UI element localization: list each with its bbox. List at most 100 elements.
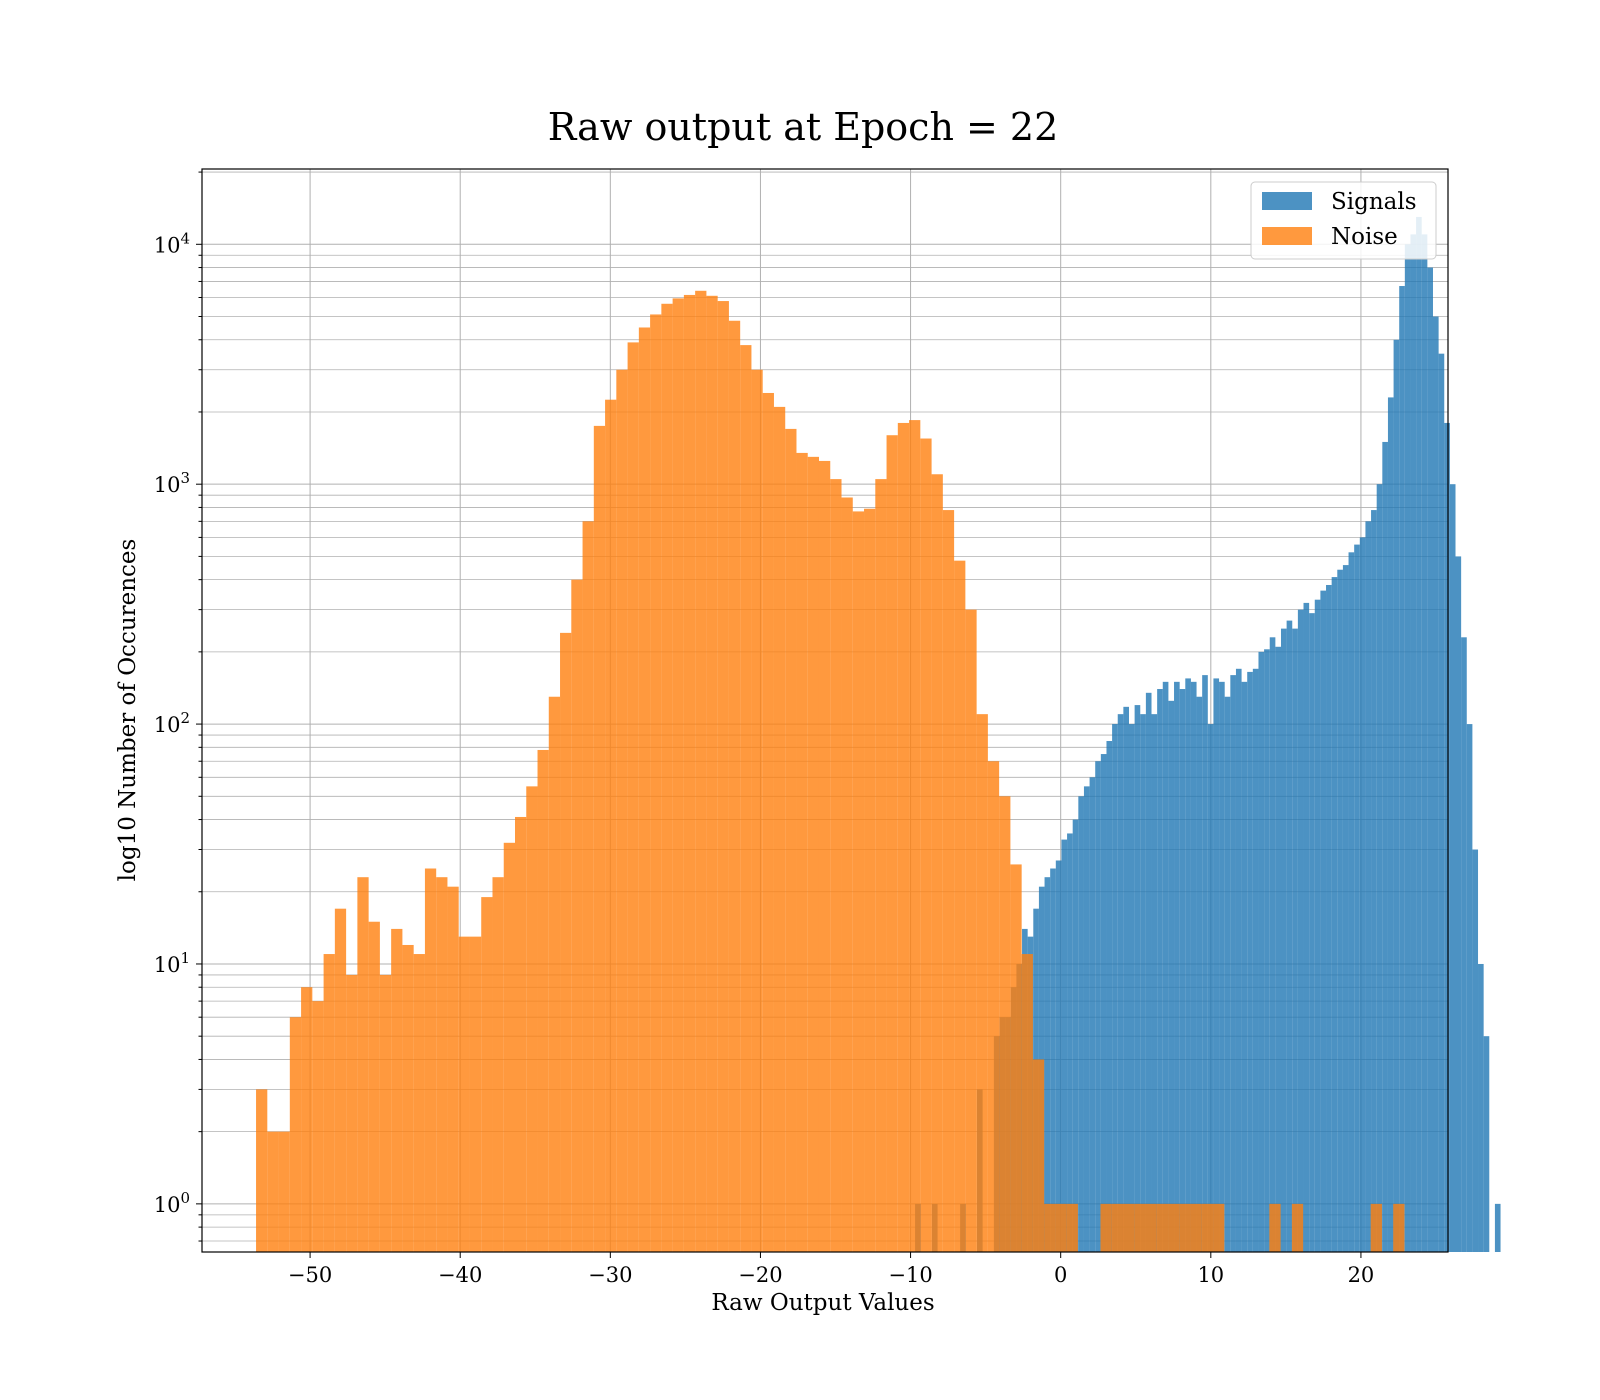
bar-noise <box>413 954 425 1252</box>
bar-noise <box>852 511 865 1252</box>
bar-noise <box>1100 1203 1112 1252</box>
bar-noise <box>256 1089 268 1252</box>
bar-signals <box>1478 963 1484 1252</box>
bar-noise <box>897 422 910 1252</box>
bar-signals <box>1303 602 1310 1252</box>
bar-noise <box>818 460 831 1252</box>
bar-noise <box>1190 1203 1202 1252</box>
y-axis-label: log10 Number of Occurences <box>115 539 141 882</box>
bar-signals <box>1286 620 1293 1252</box>
bar-noise <box>942 510 955 1252</box>
bar-noise <box>515 816 527 1252</box>
bar-signals <box>1258 651 1265 1252</box>
bar-noise <box>481 897 493 1252</box>
bar-signals <box>1449 484 1456 1252</box>
bar-noise <box>537 749 549 1252</box>
bar-signals <box>1055 860 1062 1252</box>
bar-noise <box>920 438 932 1252</box>
bar-noise <box>796 452 808 1252</box>
legend-swatch-noise <box>1262 227 1312 245</box>
bar-signals <box>1348 552 1355 1252</box>
bar-signals <box>1106 741 1113 1252</box>
bar-noise <box>695 290 707 1252</box>
bar-signals <box>1331 577 1338 1252</box>
bar-signals <box>1292 628 1298 1252</box>
bar-noise <box>976 714 988 1252</box>
bar-noise <box>469 936 482 1252</box>
bar-noise <box>1066 1203 1078 1252</box>
bar-signals <box>1421 234 1428 1253</box>
bar-noise <box>1213 1203 1225 1252</box>
bar-signals <box>1140 714 1146 1252</box>
legend-label-noise: Noise <box>1331 224 1398 250</box>
y-tick-label: 103 <box>154 469 190 497</box>
bar-signals <box>1224 696 1231 1252</box>
bar-noise <box>503 842 516 1252</box>
bar-noise <box>999 796 1011 1252</box>
bar-signals <box>1461 637 1467 1252</box>
bar-signals <box>1382 441 1388 1253</box>
bar-noise <box>334 908 347 1252</box>
bar-signals <box>1275 646 1281 1252</box>
bar-noise <box>1010 864 1022 1252</box>
bar-noise <box>909 420 921 1253</box>
bar-noise <box>841 497 853 1252</box>
bar-noise <box>447 886 459 1252</box>
bar-signals <box>1247 671 1253 1252</box>
bar-signals <box>1466 724 1473 1252</box>
bar-noise <box>1055 1203 1067 1252</box>
x-tick-label: −40 <box>438 1263 482 1287</box>
bar-noise <box>1179 1203 1191 1252</box>
bar-signals <box>1404 244 1411 1252</box>
bar-noise <box>627 342 639 1252</box>
y-axis-ticks: 100 101 102 103 104 <box>154 171 202 1242</box>
bar-signals <box>1202 675 1208 1252</box>
bar-noise <box>886 435 898 1253</box>
bar-signals <box>1399 286 1405 1252</box>
bar-noise <box>807 456 819 1253</box>
bar-noise <box>548 696 561 1252</box>
bar-noise <box>650 314 662 1253</box>
x-tick-label: −50 <box>288 1263 332 1287</box>
bar-noise <box>616 369 628 1252</box>
bar-noise <box>683 294 696 1252</box>
bar-noise <box>526 786 538 1252</box>
bar-signals <box>1061 839 1068 1252</box>
bar-signals <box>1117 714 1124 1252</box>
bar-signals <box>1432 316 1439 1252</box>
bar-signals <box>1128 724 1135 1252</box>
bar-signals <box>1089 777 1096 1252</box>
bar-noise <box>301 987 313 1252</box>
bar-noise <box>571 579 583 1252</box>
bar-signals <box>1342 565 1349 1252</box>
bar-noise <box>323 954 335 1252</box>
bar-signals <box>1444 422 1450 1252</box>
bar-noise <box>1032 1059 1045 1252</box>
bar-signals <box>1354 544 1360 1252</box>
bar-noise <box>1134 1203 1146 1252</box>
bar-signals <box>1179 689 1186 1252</box>
bar-noise <box>1122 1203 1135 1252</box>
plot-frame <box>201 168 1449 1253</box>
bar-noise <box>278 1131 290 1252</box>
x-axis-label: Raw Output Values <box>711 1290 934 1316</box>
bar-signals <box>1297 609 1304 1252</box>
bar-noise <box>954 560 966 1252</box>
bar-noise <box>661 303 673 1252</box>
bar-signals <box>1438 353 1445 1253</box>
bar-signals <box>1112 724 1118 1252</box>
bar-noise <box>492 877 504 1252</box>
legend: Signals Noise <box>1250 181 1437 260</box>
bar-noise <box>1291 1203 1304 1252</box>
bar-signals <box>1269 637 1276 1252</box>
bar-signals <box>1326 584 1332 1252</box>
legend-swatch-signals <box>1262 192 1312 210</box>
y-tick-label: 100 <box>154 1189 190 1217</box>
bar-noise <box>346 974 358 1252</box>
bar-signals <box>1230 675 1236 1252</box>
x-tick-label: −30 <box>588 1263 632 1287</box>
bar-noise <box>560 632 572 1252</box>
bar-signals <box>1050 868 1056 1252</box>
bar-noise <box>605 399 617 1253</box>
bar-signals <box>1235 668 1242 1252</box>
